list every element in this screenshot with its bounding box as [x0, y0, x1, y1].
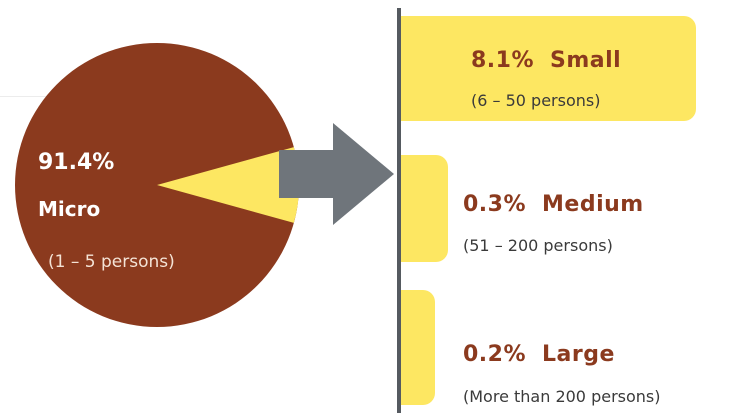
micro-percent-label: 91.4%	[38, 150, 115, 175]
large-title: 0.2% Large	[463, 342, 615, 367]
small-category-label: Small	[550, 48, 622, 73]
micro-range-label: (1 – 5 persons)	[48, 252, 175, 272]
small-title: 8.1% Small	[471, 48, 621, 73]
bar-small	[401, 16, 696, 121]
small-percent-label: 8.1%	[471, 48, 535, 73]
medium-percent-label: 0.3%	[463, 192, 527, 217]
small-range-label: (6 – 50 persons)	[471, 91, 601, 110]
right-arrow-icon	[279, 123, 394, 225]
large-percent-label: 0.2%	[463, 342, 527, 367]
pie-slice-others	[157, 147, 300, 223]
medium-title: 0.3% Medium	[463, 192, 644, 217]
vertical-divider	[397, 8, 401, 413]
bar-large	[401, 290, 435, 405]
large-category-label: Large	[542, 342, 615, 367]
medium-range-label: (51 – 200 persons)	[463, 236, 613, 255]
micro-category-label: Micro	[38, 197, 101, 221]
medium-category-label: Medium	[542, 192, 644, 217]
large-range-label: (More than 200 persons)	[463, 387, 661, 406]
bar-medium	[401, 155, 448, 262]
